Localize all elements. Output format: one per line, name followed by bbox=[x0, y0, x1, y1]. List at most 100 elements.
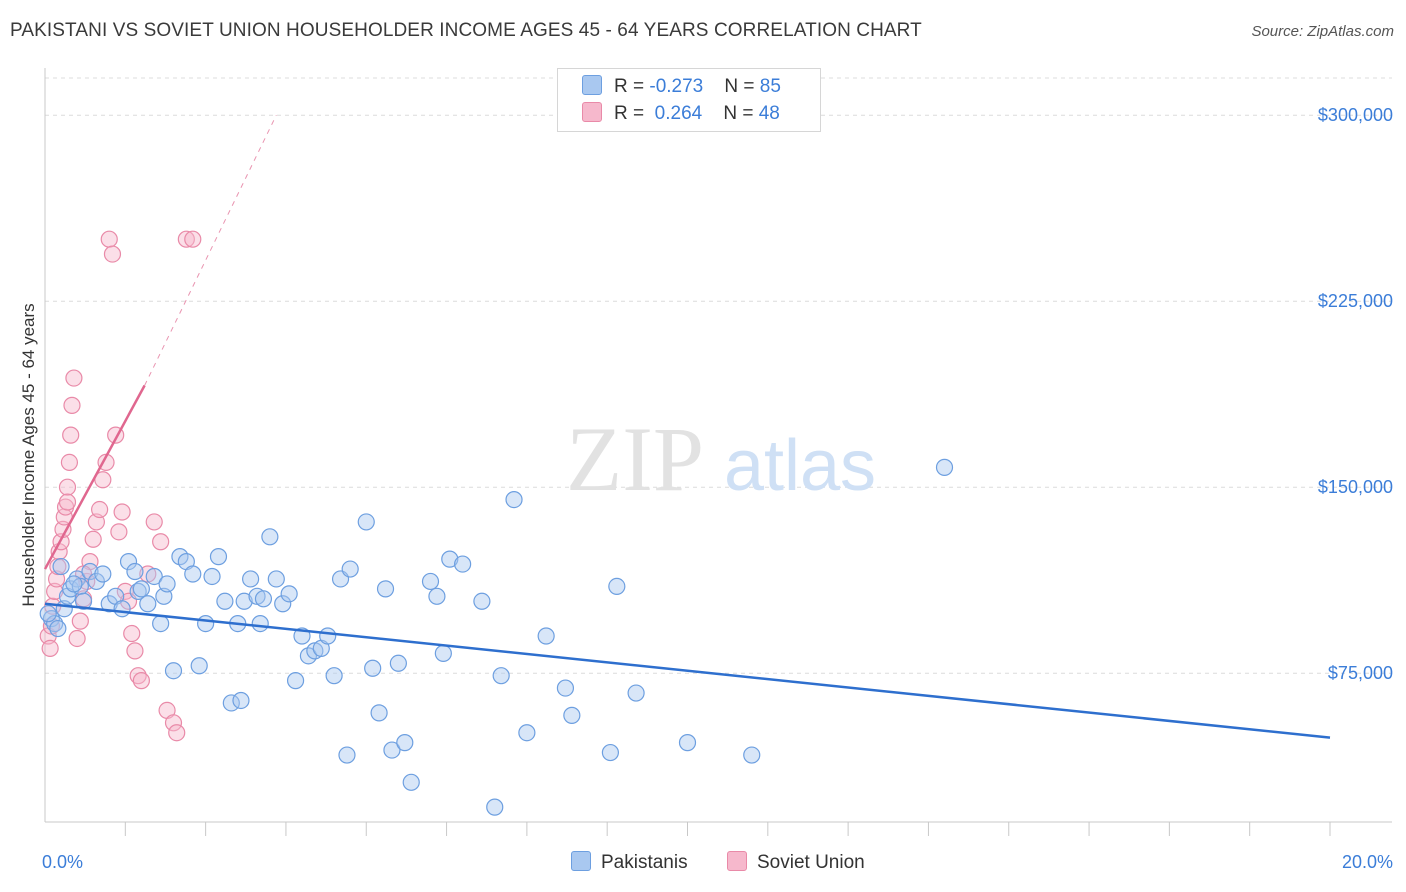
watermark-zip: ZIP bbox=[566, 408, 704, 510]
pakistanis-points bbox=[39, 458, 954, 816]
soviet-union-point bbox=[152, 533, 170, 551]
pakistanis-point bbox=[505, 491, 523, 509]
x-tick-label-max: 20.0% bbox=[1342, 852, 1393, 872]
pakistanis-point bbox=[743, 746, 761, 764]
pakistanis-point bbox=[74, 592, 93, 610]
y-tick-label: $225,000 bbox=[1318, 291, 1393, 311]
y-tick-label: $75,000 bbox=[1328, 663, 1393, 683]
soviet-union-point bbox=[100, 230, 118, 248]
pakistanis-point bbox=[421, 572, 440, 591]
pakistanis-point bbox=[389, 654, 407, 672]
pakistanis-point bbox=[274, 595, 292, 613]
soviet-union-point bbox=[58, 478, 77, 496]
soviet-union-point bbox=[103, 245, 122, 263]
legend-item-soviet-union[interactable]: Soviet Union bbox=[727, 851, 865, 874]
pakistanis-point bbox=[338, 746, 356, 764]
x-tick-label-min: 0.0% bbox=[42, 852, 83, 872]
legend-label-soviet-union: Soviet Union bbox=[757, 852, 865, 873]
pakistanis-point bbox=[402, 773, 420, 791]
pakistanis-point bbox=[126, 562, 144, 581]
legend-r-value: -0.273 bbox=[649, 76, 704, 97]
soviet-union-point bbox=[184, 230, 202, 248]
pakistanis-point bbox=[267, 570, 285, 588]
legend-swatch-pakistanis bbox=[582, 75, 602, 95]
pakistanis-point bbox=[49, 619, 67, 638]
soviet-union-point bbox=[177, 230, 195, 248]
legend-swatch-soviet bbox=[582, 102, 602, 122]
legend-r-label: R = bbox=[614, 76, 650, 97]
pakistanis-point bbox=[627, 684, 645, 702]
pakistanis-point bbox=[357, 513, 375, 531]
pakistanis-trend-line bbox=[44, 602, 1331, 739]
soviet-union-point bbox=[91, 500, 109, 519]
pakistanis-point bbox=[441, 550, 459, 568]
pakistanis-point bbox=[319, 627, 337, 645]
soviet-union-point bbox=[63, 396, 81, 414]
pakistanis-point bbox=[129, 582, 147, 600]
soviet-union-point bbox=[65, 369, 83, 387]
pakistanis-point bbox=[203, 567, 221, 586]
pakistanis-point bbox=[216, 592, 234, 610]
legend-swatch-soviet bbox=[727, 851, 747, 871]
pakistanis-point bbox=[364, 659, 382, 677]
legend-r-value: 0.264 bbox=[654, 103, 703, 124]
legend-n-value: 85 bbox=[759, 76, 781, 97]
pakistanis-point bbox=[280, 585, 298, 603]
chart-title: PAKISTANI VS SOVIET UNION HOUSEHOLDER IN… bbox=[10, 20, 922, 41]
y-tick-label: $150,000 bbox=[1318, 477, 1393, 497]
pakistanis-point bbox=[261, 528, 279, 546]
soviet-union-point bbox=[132, 672, 150, 690]
watermark-atlas: atlas bbox=[724, 426, 876, 506]
soviet-union-point bbox=[126, 642, 144, 660]
soviet-union-point bbox=[129, 667, 147, 685]
pakistanis-point bbox=[286, 672, 305, 690]
legend-n-value: 48 bbox=[758, 103, 780, 124]
pakistanis-point bbox=[164, 662, 183, 680]
soviet-union-point bbox=[68, 629, 86, 648]
pakistanis-point bbox=[158, 575, 176, 593]
legend-r-label: R = bbox=[614, 103, 650, 124]
tick-labels: $75,000 $150,000 $225,000 $300,000 0.0% 20.0% bbox=[42, 105, 1393, 872]
legend-row-soviet: R = 0.264 N = 48 bbox=[582, 102, 780, 128]
soviet-union-point bbox=[62, 426, 80, 444]
soviet-union-point bbox=[84, 530, 102, 548]
pakistanis-point bbox=[46, 614, 64, 633]
pakistanis-point bbox=[232, 691, 250, 710]
legend-item-pakistanis[interactable]: Pakistanis bbox=[571, 851, 688, 874]
pakistanis-point bbox=[251, 614, 269, 633]
pakistanis-point bbox=[52, 557, 70, 576]
pakistanis-point bbox=[81, 562, 99, 581]
soviet-union-point bbox=[110, 523, 128, 541]
pakistanis-point bbox=[428, 587, 446, 605]
y-tick-label: $300,000 bbox=[1318, 105, 1393, 125]
pakistanis-point bbox=[39, 605, 57, 623]
pakistanis-point bbox=[197, 614, 215, 633]
pakistanis-point bbox=[537, 627, 555, 645]
pakistanis-point bbox=[132, 580, 150, 598]
pakistanis-point bbox=[486, 798, 504, 816]
pakistanis-point bbox=[608, 577, 626, 596]
legend-label-pakistanis: Pakistanis bbox=[601, 852, 688, 873]
pakistanis-point bbox=[370, 704, 388, 722]
pakistanis-point bbox=[152, 614, 170, 633]
pakistanis-point bbox=[556, 679, 575, 697]
soviet-union-point bbox=[41, 639, 59, 658]
pakistanis-point bbox=[119, 552, 138, 571]
watermark: ZIP atlas bbox=[566, 408, 876, 510]
pakistanis-point bbox=[139, 595, 157, 613]
correlation-legend: R = -0.273 N = 85 R = 0.264 N = 48 bbox=[557, 68, 821, 132]
pakistanis-point bbox=[563, 706, 581, 724]
axes bbox=[44, 68, 1392, 836]
soviet-union-trend-line bbox=[43, 384, 146, 570]
soviet-union-point bbox=[58, 493, 77, 511]
soviet-union-point bbox=[168, 724, 186, 742]
source-label: Source: ZipAtlas.com bbox=[1251, 23, 1394, 40]
pakistanis-point bbox=[396, 734, 414, 752]
pakistanis-point bbox=[242, 570, 260, 588]
pakistanis-point bbox=[376, 580, 395, 598]
soviet-union-point bbox=[123, 624, 141, 643]
trend-lines bbox=[43, 114, 1331, 739]
pakistanis-point bbox=[235, 592, 253, 610]
pakistanis-point bbox=[492, 667, 510, 685]
